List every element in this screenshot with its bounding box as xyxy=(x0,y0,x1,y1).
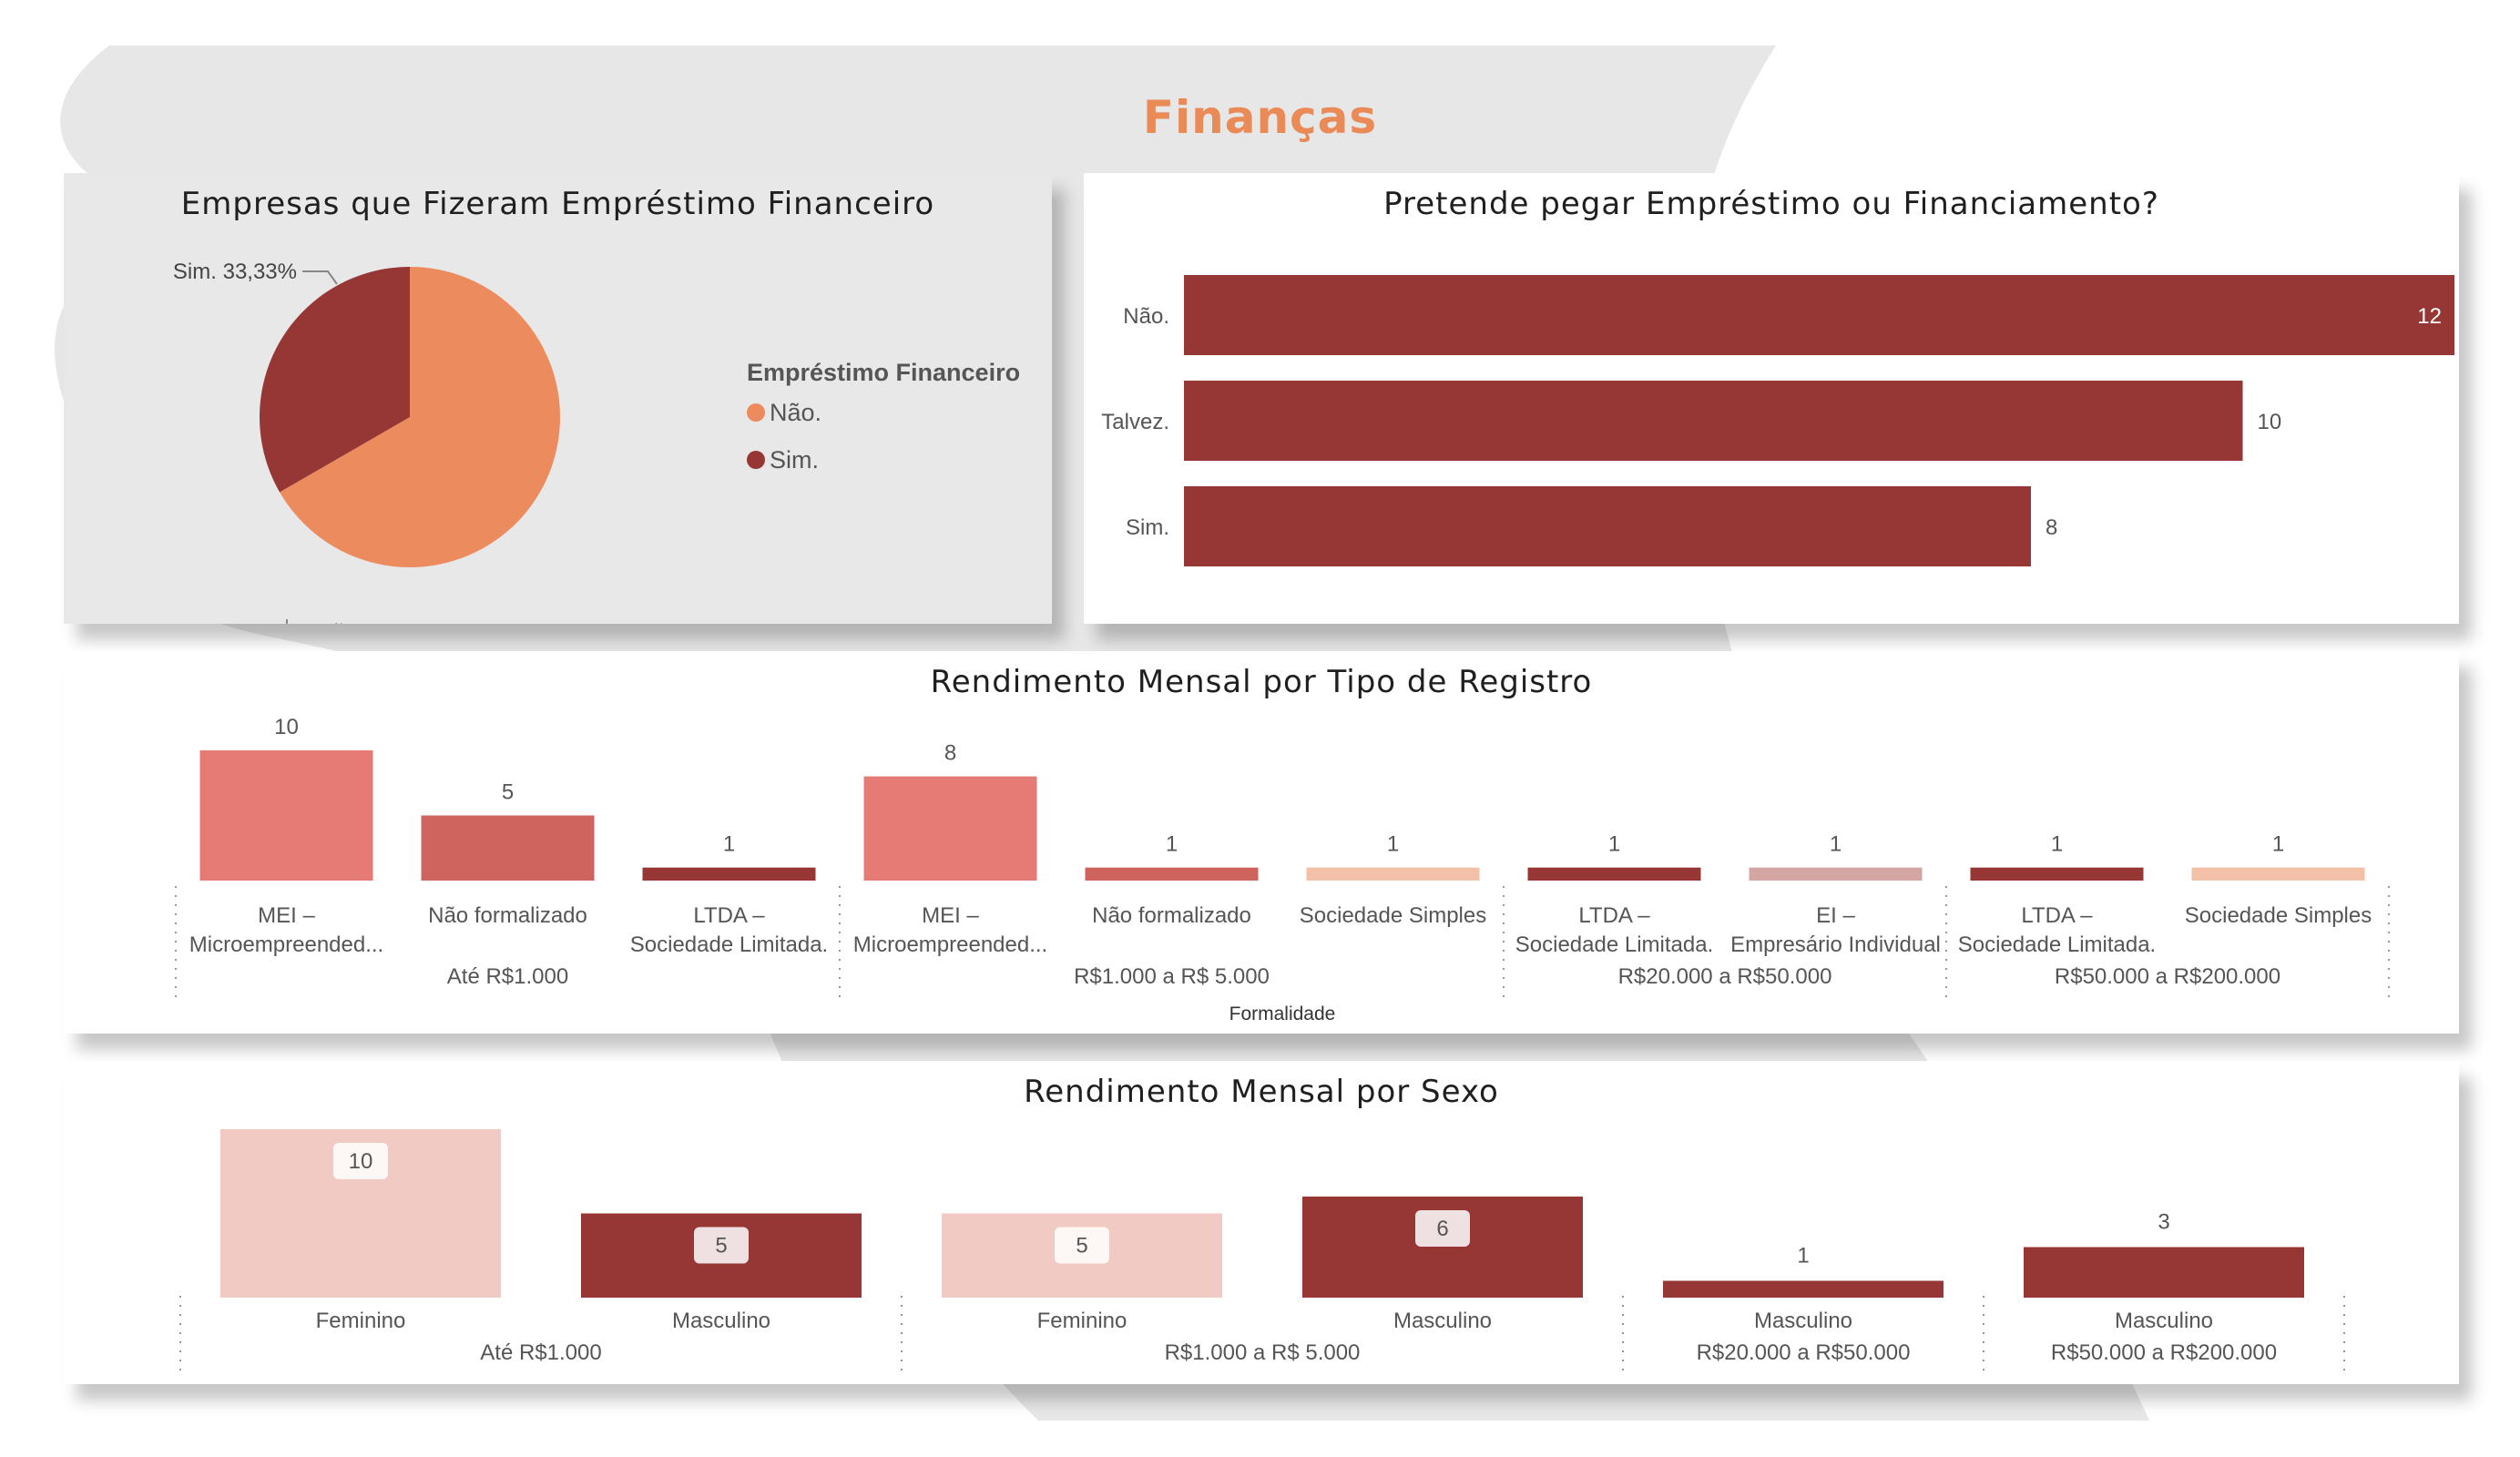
column-category-label: Não formalizado xyxy=(428,903,587,928)
column-category-label: Sociedade Limitada. xyxy=(1515,932,1713,957)
column-value-label: 8 xyxy=(944,741,956,766)
column-group-label: R$1.000 a R$ 5.000 xyxy=(1074,964,1270,989)
value-label-box xyxy=(333,1143,388,1179)
column-bar xyxy=(2191,867,2365,881)
column-category-label: LTDA – xyxy=(1578,903,1650,928)
column-value-label: 1 xyxy=(1166,832,1178,857)
column-group-label: R$20.000 a R$50.000 xyxy=(1618,964,1832,989)
loan-pie-card: Empresas que Fizeram Empréstimo Financei… xyxy=(64,173,1052,624)
column-category-label: Masculino xyxy=(672,1309,770,1333)
column-value-label: 5 xyxy=(1076,1234,1087,1258)
column-group-label: R$50.000 a R$200.000 xyxy=(2051,1340,2277,1365)
column-category-label: Masculino xyxy=(2115,1309,2213,1333)
hbar-category-label: Sim. xyxy=(1126,515,1169,540)
page-title: Finanças xyxy=(1142,91,1378,144)
column-category-label: Sociedade Limitada. xyxy=(1958,932,2156,957)
column-bar xyxy=(642,867,816,881)
hbar-category-label: Talvez. xyxy=(1101,410,1169,434)
column-category-label: MEI – xyxy=(258,903,315,928)
column-bar xyxy=(1749,867,1923,881)
registration-bar-card: Rendimento Mensal por Tipo de Registro 1… xyxy=(64,651,2459,1034)
column-value-label: 1 xyxy=(1797,1244,1809,1269)
hbar-2 xyxy=(1184,486,2031,566)
column-category-label: Masculino xyxy=(1393,1309,1492,1333)
column-value-label: 1 xyxy=(2272,832,2284,857)
loan-pie-title: Empresas que Fizeram Empréstimo Financei… xyxy=(180,186,935,222)
pie-leader-line xyxy=(286,619,288,624)
pie-data-label: Não. 66,67% xyxy=(316,620,443,624)
column-group-label: R$50.000 a R$200.000 xyxy=(2055,964,2280,989)
column-bar xyxy=(863,776,1037,881)
column-category-label: Masculino xyxy=(1754,1309,1852,1333)
column-value-label: 1 xyxy=(1387,832,1399,857)
column-category-label: Sociedade Simples xyxy=(2185,903,2372,928)
column-value-label: 10 xyxy=(274,715,299,739)
column-bar xyxy=(1527,867,1701,881)
column-value-label: 1 xyxy=(2051,832,2063,857)
column-group-label: R$1.000 a R$ 5.000 xyxy=(1165,1340,1361,1365)
sex-bar-title: Rendimento Mensal por Sexo xyxy=(1024,1074,1499,1110)
value-label-box xyxy=(1055,1227,1109,1264)
column-category-label: Sociedade Limitada. xyxy=(630,932,828,957)
column-value-label: 1 xyxy=(723,832,735,857)
column-bar xyxy=(1663,1280,1944,1298)
column-value-label: 3 xyxy=(2158,1210,2169,1235)
column-category-label: Feminino xyxy=(1037,1309,1127,1333)
sex-bar-card: Rendimento Mensal por Sexo 10 Feminino 5 Ma… xyxy=(64,1061,2459,1384)
column-value-label: 5 xyxy=(715,1234,727,1258)
value-label-box xyxy=(1781,1237,1825,1274)
pie-slice-1 xyxy=(260,267,410,493)
hbar-0 xyxy=(1184,275,2454,355)
column-category-label: MEI – xyxy=(922,903,979,928)
column-bar xyxy=(1306,867,1480,881)
column-value-label: 6 xyxy=(1436,1217,1448,1241)
hbar-value-label: 12 xyxy=(2417,304,2442,329)
column-category-label: Empresário Individual xyxy=(1730,932,1941,957)
column-category-label: Não formalizado xyxy=(1092,903,1251,928)
column-category-label: LTDA – xyxy=(693,903,765,928)
hbar-1 xyxy=(1184,381,2243,461)
value-label-box xyxy=(2142,1203,2186,1240)
column-bar xyxy=(199,750,373,881)
pie-slice-0 xyxy=(280,267,560,567)
hbar-category-label: Não. xyxy=(1123,304,1169,329)
column-category-label: LTDA – xyxy=(2021,903,2093,928)
column-bar xyxy=(421,815,595,881)
sex-bar-chart: 10 Feminino 5 Masculino Até R$1.000 5 Feminino… xyxy=(179,1129,2345,1370)
pie-legend-entry: Não. xyxy=(770,399,821,426)
value-label-box xyxy=(1415,1210,1470,1247)
pie-leader-line xyxy=(302,270,338,285)
registration-bar-title: Rendimento Mensal por Tipo de Registro xyxy=(930,664,1593,700)
column-group-label: Até R$1.000 xyxy=(447,964,568,989)
pie-data-label: Sim. 33,33% xyxy=(173,260,297,284)
column-bar xyxy=(1970,867,2144,881)
column-category-label: Microempreended... xyxy=(189,932,383,957)
hbar-value-label: 8 xyxy=(2046,515,2057,540)
column-value-label: 10 xyxy=(349,1149,373,1174)
intent-bar-chart: Não. 12 Talvez. 10 Sim. 8 xyxy=(1101,275,2454,566)
column-category-label: Microempreended... xyxy=(853,932,1047,957)
column-value-label: 5 xyxy=(502,780,514,805)
loan-pie-chart: Não. 66,67% Sim. 33,33% Empréstimo Finance… xyxy=(173,260,1020,624)
intent-bar-card: Pretende pegar Empréstimo ou Financiamen… xyxy=(1084,173,2459,624)
column-group-label: R$20.000 a R$50.000 xyxy=(1697,1340,1911,1365)
pie-legend-entry: Sim. xyxy=(770,446,819,474)
column-bar xyxy=(2024,1247,2304,1298)
column-category-label: Feminino xyxy=(316,1309,406,1333)
value-label-box xyxy=(694,1227,749,1264)
column-category-label: EI – xyxy=(1816,903,1855,928)
legend-marker-icon xyxy=(747,451,765,469)
column-value-label: 1 xyxy=(1608,832,1620,857)
hbar-value-label: 10 xyxy=(2258,410,2282,434)
column-group-label: Até R$1.000 xyxy=(480,1340,601,1365)
legend-marker-icon xyxy=(747,403,765,422)
column-category-label: Sociedade Simples xyxy=(1300,903,1486,928)
column-bar xyxy=(1085,867,1259,881)
registration-bar-chart: 10 MEI – Microempreended... 5 Não formalizad… xyxy=(175,715,2390,1024)
pie-legend-title: Empréstimo Financeiro xyxy=(747,359,1020,386)
column-value-label: 1 xyxy=(1830,832,1842,857)
intent-bar-title: Pretende pegar Empréstimo ou Financiamen… xyxy=(1383,186,2159,222)
x-axis-title: Formalidade xyxy=(1229,1004,1336,1024)
